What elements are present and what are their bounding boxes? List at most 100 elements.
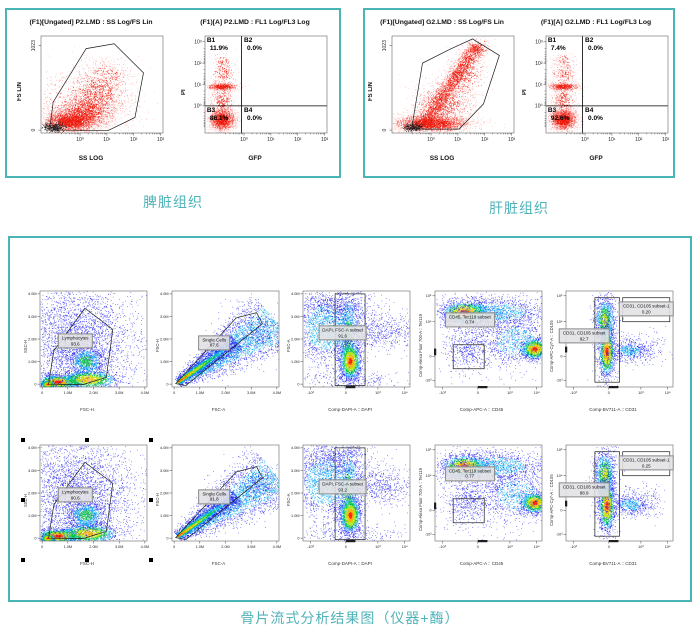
x-axis-label: GFP <box>248 155 262 162</box>
quadrant-percent: 0.0% <box>247 44 262 52</box>
quadrant-name: B3 <box>547 106 557 114</box>
spleen-tissue-panel: (F1)[Ungated] P2.LMD : SS Log/FS Lin FS L… <box>5 8 341 178</box>
gate-label: CD45, Ter119 subset 0.77 <box>444 466 495 482</box>
liver-pi-gfp-quadrant-plot: (F1)[A] G2.LMD : FL1 Log/FL3 Log PI B1 7.4%… <box>519 19 673 162</box>
quadrant-b4-label: B4 0.0% <box>244 107 262 123</box>
selection-handle[interactable] <box>21 558 25 562</box>
y-axis-label: FS LIN <box>368 82 374 102</box>
plot-body: FS LIN <box>366 30 518 154</box>
liver-fs-ss-scatter-plot: (F1)[Ungated] G2.LMD : SS Log/FS Lin FS L… <box>365 19 519 162</box>
x-axis-label: FSC-A <box>211 561 226 566</box>
bone-flow-caption: 骨片流式分析结果图（仪器+酶） <box>240 610 460 626</box>
selection-handle[interactable] <box>21 498 25 502</box>
quadrant-percent: 0.0% <box>588 114 603 122</box>
plot-body: FS LIN <box>15 30 167 154</box>
quadrant-name: B2 <box>244 36 253 44</box>
gate-name: DAPI, FSC-A subset <box>322 327 363 333</box>
x-axis-label: GFP <box>589 155 603 162</box>
bone-flow-row-1: SSC-H Lymphocytes 93.6 FSC-H FSC-H Single Ce… <box>10 284 690 412</box>
gate-label: CD31, CD105 subset-1 0.20 <box>618 301 674 317</box>
dapi-subset-plot-row2[interactable]: FSC-A DAPI, FSC-A subset 93.2 Comp-DAPI-A :… <box>285 438 415 566</box>
y-axis-label: FSC-H <box>154 493 160 507</box>
y-axis-label: Comp-APC-Cy7-A :: CD105 <box>549 320 554 372</box>
gate-percent: 90.6 <box>70 494 80 500</box>
y-axis-label: FSC-A <box>286 493 291 507</box>
cd31-cd105-plot-row2[interactable]: Comp-APC-Cy7-A :: CD105 CD31, CD105 subse… <box>548 438 678 566</box>
quadrant-b3-label: B3 92.6% <box>548 107 569 123</box>
selection-handle[interactable] <box>85 438 89 442</box>
plot-body: FSC-H Single Cells 87.6 <box>154 286 283 406</box>
cd45-ter119-plot-row2[interactable]: Comp-Alexa Fluor 700-A :: Ter119 CD45, Te… <box>417 438 547 566</box>
x-axis-label: Comp-BV711-A :: CD31 <box>589 561 637 566</box>
gate-percent: 0.77 <box>465 473 475 479</box>
gate-label: DAPI, FSC-A subset 91.6 <box>318 325 367 341</box>
quadrant-name: B4 <box>244 106 253 114</box>
plot-body: SSC-H Lymphocytes 93.6 <box>23 286 151 406</box>
cd45-plot-canvas <box>417 440 546 560</box>
gate-percent: 93.2 <box>338 487 347 493</box>
plot-body: FSC-A DAPI, FSC-A subset 93.2 <box>286 440 414 560</box>
lymphocytes-plot-row2[interactable]: SSC-H Lymphocytes 90.6 FSC-H <box>21 438 153 566</box>
gate-label: DAPI, FSC-A subset 93.2 <box>318 479 367 495</box>
gate-name: CD31, CD105 subset <box>562 330 606 336</box>
spleen_fs-plot-canvas <box>15 30 167 154</box>
gate-label: CD31, CD105 subset-1 0.25 <box>618 455 674 471</box>
quadrant-name: B2 <box>585 36 594 44</box>
gate-name: CD45, Ter119 subset <box>448 468 491 474</box>
y-axis-label: FSC-A <box>286 339 291 353</box>
gate-label: CD31, CD105 subset 88.9 <box>558 482 610 498</box>
selection-handle[interactable] <box>21 438 25 442</box>
quadrant-percent: 92.6% <box>550 114 570 122</box>
liver-caption: 肝脏组织 <box>489 200 549 216</box>
selection-handle[interactable] <box>149 438 153 442</box>
quadrant-b4-label: B4 0.0% <box>585 107 603 123</box>
gate-name: Lymphocytes <box>62 335 89 341</box>
selection-handle[interactable] <box>85 558 89 562</box>
quadrant-b2-label: B2 0.0% <box>585 37 603 53</box>
gate-name: DAPI, FSC-A subset <box>322 481 363 487</box>
x-axis-label: FSC-H <box>80 407 94 412</box>
selection-handle[interactable] <box>149 498 153 502</box>
spleen-fs-ss-scatter-plot: (F1)[Ungated] P2.LMD : SS Log/FS Lin FS L… <box>11 19 171 162</box>
quadrant-b3-label: B3 88.1% <box>207 107 228 123</box>
gate-name: Lymphocytes <box>62 489 89 495</box>
cd31-cd105-plot-row1[interactable]: Comp-APC-Cy7-A :: CD105 CD31, CD105 subse… <box>548 284 678 412</box>
plot-body: SSC-H Lymphocytes 90.6 <box>21 438 153 562</box>
lymphocytes-plot-row1[interactable]: SSC-H Lymphocytes 93.6 FSC-H <box>22 284 152 412</box>
x-axis-label: FSC-A <box>211 407 226 412</box>
spleen-caption: 脾脏组织 <box>143 194 203 210</box>
y-axis-label: PI <box>522 89 528 95</box>
selection-handle[interactable] <box>149 558 153 562</box>
plot-body: FSC-A DAPI, FSC-A subset 91.6 <box>286 286 414 406</box>
cd45-ter119-plot-row1[interactable]: Comp-Alexa Fluor 700-A :: Ter119 CD45, Te… <box>417 284 547 412</box>
x-axis-label: SS LOG <box>78 155 104 162</box>
x-axis-label: SS LOG <box>429 155 455 162</box>
gate-label: CD45, Ter119 subset 0.74 <box>444 312 495 328</box>
single-cells-plot-row2[interactable]: FSC-H Single Cells 91.8 FSC-A <box>154 438 284 566</box>
x-axis-label: Comp-APC-A :: CD45 <box>459 407 504 412</box>
quadrant-name: B1 <box>206 36 216 44</box>
dapi-subset-plot-row1[interactable]: FSC-A DAPI, FSC-A subset 91.6 Comp-DAPI-A :… <box>285 284 415 412</box>
plot-body: Comp-APC-Cy7-A :: CD105 CD31, CD105 subse… <box>549 440 677 560</box>
dapi-plot-canvas <box>286 440 414 560</box>
plot-body: Comp-Alexa Fluor 700-A :: Ter119 CD45, Te… <box>417 440 546 560</box>
gate-label: Single Cells 87.6 <box>198 335 231 351</box>
quadrant-b1-label: B1 7.4% <box>548 37 566 53</box>
plot-body: PI B1 7.4% B2 0.0% B3 92.6% B4 0.0% <box>520 30 672 154</box>
gate-name: CD31, CD105 subset-1 <box>622 303 670 309</box>
single-cells-plot-row1[interactable]: FSC-H Single Cells 87.6 FSC-A <box>154 284 284 412</box>
quadrant-name: B3 <box>206 106 216 114</box>
quadrant-percent: 88.1% <box>209 114 229 122</box>
quadrant-b2-label: B2 0.0% <box>244 37 262 53</box>
plot-body: PI B1 11.9% B2 0.0% B3 88.1% B4 0.0% <box>179 30 331 154</box>
quadrant-percent: 7.4% <box>550 44 566 52</box>
gate-label: Lymphocytes 90.6 <box>58 487 93 503</box>
gate-percent: 92.7 <box>579 336 589 342</box>
plot-title: (F1)[Ungated] P2.LMD : SS Log/FS Lin <box>29 19 153 26</box>
gate-percent: 91.6 <box>338 333 347 339</box>
gate-percent: 88.9 <box>579 490 589 496</box>
quadrant-name: B1 <box>547 36 557 44</box>
x-axis-label: Comp-DAPI-A :: DAPI <box>328 407 372 412</box>
quadrant-percent: 0.0% <box>588 44 603 52</box>
